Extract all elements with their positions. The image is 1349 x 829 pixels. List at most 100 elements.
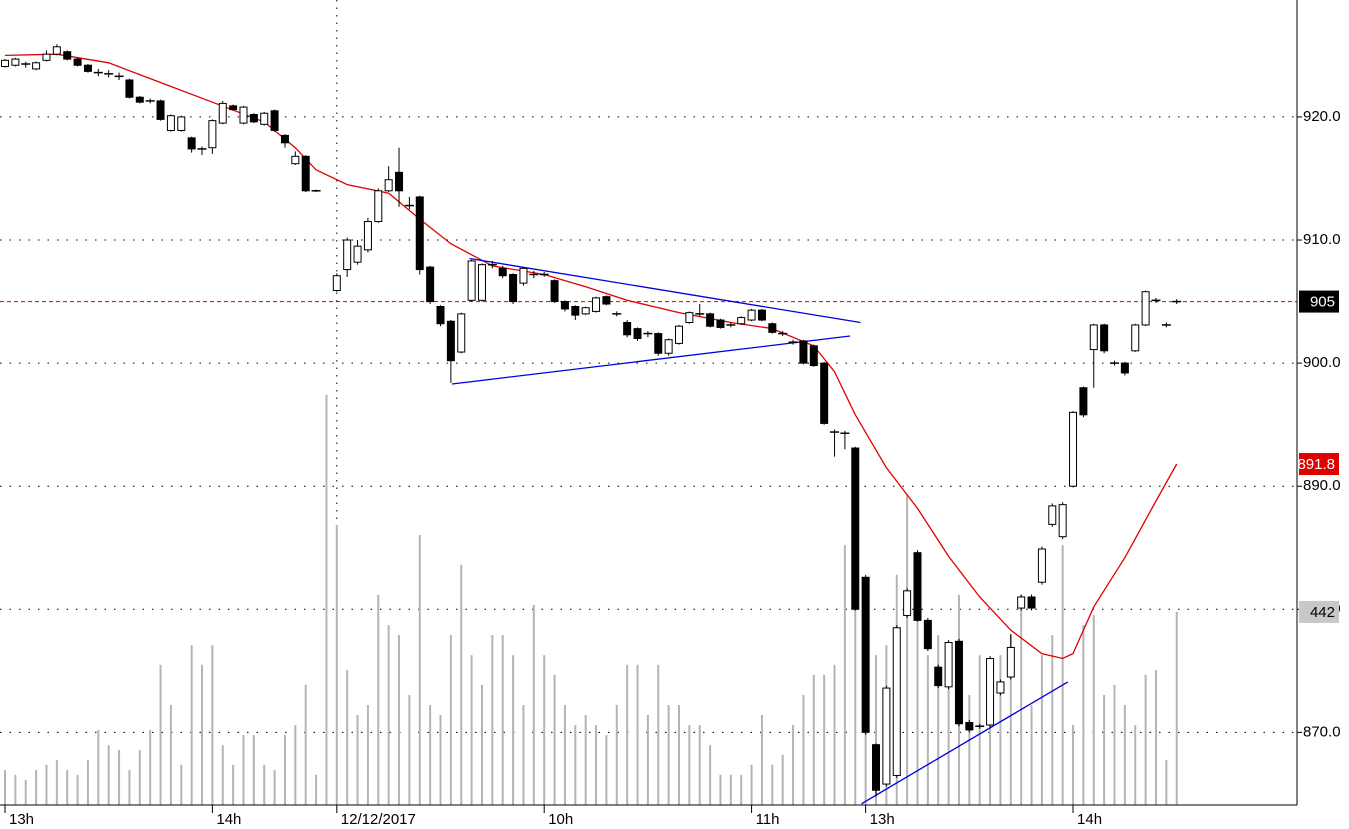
candle-body <box>457 313 466 353</box>
volume-bar <box>740 774 743 805</box>
volume-bar <box>906 494 909 805</box>
candle-body <box>156 100 165 120</box>
volume-bar <box>875 655 878 805</box>
volume-bar <box>346 670 349 805</box>
candle-body <box>187 137 196 150</box>
volume-bar <box>232 764 235 805</box>
candle-body <box>384 179 393 192</box>
candle-body <box>426 266 435 303</box>
candle-body <box>872 744 881 791</box>
candle-body <box>550 280 559 303</box>
volume-bar <box>107 745 110 805</box>
volume-bar <box>1165 760 1168 805</box>
volume-bar <box>24 780 27 805</box>
x-tick-label: 13h <box>870 811 895 828</box>
volume-bar <box>937 635 940 805</box>
candle-body <box>509 273 518 303</box>
candle-body <box>208 120 217 149</box>
volume-bar <box>1113 684 1116 805</box>
candle-body <box>768 323 777 333</box>
volume-bar <box>1072 725 1075 805</box>
candle-body <box>363 221 372 251</box>
volume-bar <box>470 655 473 805</box>
volume-bar <box>843 545 846 805</box>
trendline <box>861 681 1069 805</box>
candle-body <box>374 190 383 223</box>
volume-bar <box>138 749 141 805</box>
candle-body <box>820 362 829 424</box>
volume-bar <box>646 715 649 805</box>
volume-bar <box>180 764 183 805</box>
candle-body <box>1058 504 1067 538</box>
candle-body <box>166 115 175 131</box>
volume-bar <box>149 729 152 805</box>
volume-bar <box>729 774 732 805</box>
candle-body <box>249 113 258 123</box>
y-tick-label: 870.0 <box>1303 723 1341 740</box>
candle-body <box>125 79 134 98</box>
candle-body <box>467 260 476 301</box>
volume-bar <box>377 594 380 805</box>
volume-bar <box>584 715 587 805</box>
candle-body <box>477 264 486 301</box>
candle-body <box>1027 596 1036 609</box>
volume-bar <box>159 664 162 805</box>
candle-body <box>11 58 20 66</box>
trendline <box>469 257 861 324</box>
volume-bar <box>501 635 504 805</box>
volume-bar <box>335 525 338 805</box>
volume-bar <box>926 655 929 805</box>
candle-body <box>280 134 289 144</box>
candle-body <box>63 51 72 60</box>
reference-badge-box <box>1299 290 1339 313</box>
candle-body <box>1006 646 1015 678</box>
volume-bar <box>1082 625 1085 805</box>
candle-body <box>1037 548 1046 583</box>
volume-bar <box>366 704 369 805</box>
volume-bar <box>947 664 950 805</box>
candle-body <box>934 666 943 687</box>
volume-bar <box>1134 725 1137 805</box>
candle-body <box>954 640 963 725</box>
candle-body <box>1120 362 1129 374</box>
volume-bar <box>480 684 483 805</box>
volume-bar <box>574 725 577 805</box>
volume-bar <box>429 704 432 805</box>
candle-body <box>1089 324 1098 351</box>
volume-bar <box>398 635 401 805</box>
volume-bar <box>55 760 58 805</box>
candle-body <box>996 681 1005 694</box>
volume-bar <box>315 774 318 805</box>
volume-bar <box>719 774 722 805</box>
volume-bar <box>128 770 131 805</box>
candle-body <box>1048 505 1057 525</box>
volume-bar <box>1092 614 1095 805</box>
candle-body <box>270 110 279 131</box>
volume-bar <box>823 674 826 805</box>
volume-bar <box>989 664 992 805</box>
volume-bar <box>408 694 411 805</box>
candle-body <box>674 325 683 344</box>
moving-average <box>4 53 1178 660</box>
candle-body <box>177 116 186 131</box>
volume-bar <box>677 704 680 805</box>
candle-body <box>623 321 632 336</box>
candle-body <box>0 59 9 67</box>
volume-bar <box>45 764 48 805</box>
candle-body <box>1079 387 1088 416</box>
y-tick-label: 900.0 <box>1303 354 1341 371</box>
candle-body <box>1141 291 1150 326</box>
candle-body <box>602 296 611 305</box>
volume-bar <box>1144 674 1147 805</box>
candle-body <box>135 96 144 103</box>
volume-bar <box>563 704 566 805</box>
volume-bar <box>916 604 919 805</box>
volume-badge: 442 <box>1310 604 1335 621</box>
volume-bar <box>978 655 981 805</box>
volume-bar <box>512 655 515 805</box>
x-tick-label: 14h <box>1077 811 1102 828</box>
volume-bar <box>812 674 815 805</box>
volume-bar <box>211 645 214 805</box>
volume-bar <box>449 635 452 805</box>
volume-bar <box>781 754 784 805</box>
